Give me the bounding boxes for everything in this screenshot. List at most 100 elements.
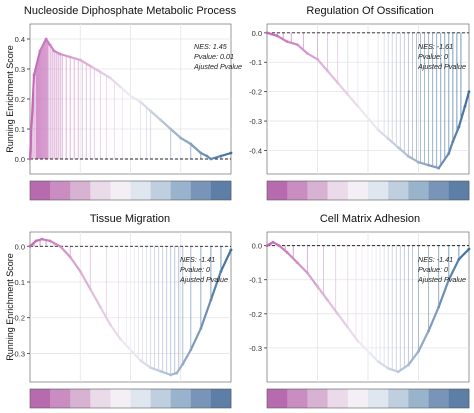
ranking-bar-segment bbox=[267, 181, 288, 200]
enrichment-point bbox=[275, 34, 279, 38]
enrichment-point bbox=[32, 73, 36, 77]
enrichment-curve-segment bbox=[38, 37, 48, 53]
enrichment-point bbox=[189, 142, 193, 146]
enrichment-curve-segment bbox=[407, 350, 420, 367]
enrichment-point bbox=[467, 90, 471, 94]
enrichment-point bbox=[265, 31, 269, 35]
y-tick-label: -0.4 bbox=[249, 146, 262, 155]
panel-title: Tissue Migration bbox=[90, 213, 170, 225]
enrichment-point bbox=[467, 247, 471, 251]
enrichment-curve-segment bbox=[417, 329, 430, 353]
enrichment-curve-segment bbox=[169, 127, 182, 140]
gsea-panel-3: Tissue Migration 0.0 -0.1 -0.2 -0.3 NES: -1.4… bbox=[5, 213, 233, 409]
enrichment-curve-segment bbox=[316, 285, 329, 302]
gsea-panel-4: Cell Matrix Adhesion 0.0 -0.1 -0.2 -0.3 NES: … bbox=[249, 213, 471, 409]
enrichment-point bbox=[38, 49, 42, 53]
y-tick-label: 0.0 bbox=[15, 155, 25, 164]
ranking-bar-segment bbox=[388, 389, 409, 408]
stat-adjusted: Ajusted Pvalue bbox=[193, 62, 242, 71]
stat-nes: NES: -1.41 bbox=[418, 255, 453, 264]
enrichment-point bbox=[346, 326, 350, 329]
enrichment-point bbox=[306, 271, 309, 275]
ranking-bar-frame bbox=[29, 180, 232, 201]
enrichment-point bbox=[407, 154, 410, 158]
enrichment-point bbox=[386, 137, 390, 141]
enrichment-curve-segment bbox=[377, 360, 390, 370]
enrichment-point bbox=[88, 287, 92, 291]
enrichment-point bbox=[427, 329, 430, 333]
y-tick-label: -0.2 bbox=[12, 314, 25, 323]
enrichment-curve-segment bbox=[387, 367, 400, 373]
enrichment-point bbox=[109, 76, 112, 80]
ranking-bar-frame bbox=[266, 388, 470, 409]
enrichment-curve-segment bbox=[397, 363, 410, 373]
enrichment-point bbox=[326, 69, 329, 73]
ranking-bar-segment bbox=[327, 389, 349, 408]
enrichment-point bbox=[129, 348, 132, 352]
enrichment-point bbox=[417, 160, 420, 164]
enrichment-point bbox=[149, 109, 153, 113]
stat-pvalue: Pvalue: 0 bbox=[418, 265, 448, 274]
enrichment-curve-segment bbox=[417, 161, 430, 167]
enrichment-point bbox=[209, 157, 213, 161]
enrichment-point bbox=[189, 348, 193, 352]
enrichment-point bbox=[356, 339, 360, 343]
enrichment-point bbox=[316, 57, 319, 61]
panel-title: Regulation Of Ossification bbox=[306, 5, 433, 17]
ranking-bar-segment bbox=[368, 389, 389, 408]
enrichment-curve-segment bbox=[189, 327, 202, 351]
enrichment-curve-segment bbox=[79, 270, 92, 291]
enrichment-curve-segment bbox=[59, 52, 72, 59]
enrichment-curve-segment bbox=[316, 58, 329, 73]
enrichment-point bbox=[88, 64, 92, 68]
stat-nes: NES: 1.45 bbox=[194, 42, 228, 51]
stat-pvalue: Pvalue: 0.01 bbox=[194, 52, 234, 61]
ranking-bar-frame bbox=[29, 388, 232, 409]
stat-adjusted: Ajusted Pvalue bbox=[179, 275, 228, 284]
enrichment-point bbox=[417, 349, 420, 353]
enrichment-point bbox=[149, 366, 153, 370]
enrichment-curve-segment bbox=[463, 90, 471, 108]
enrichment-curve-segment bbox=[139, 100, 152, 113]
enrichment-point bbox=[34, 239, 38, 243]
enrichment-curve-segment bbox=[397, 146, 410, 158]
enrichment-point bbox=[209, 298, 213, 302]
ranking-bar-segment bbox=[368, 181, 389, 200]
ranking-bar-segment bbox=[210, 389, 232, 408]
enrichment-curve-segment bbox=[407, 155, 420, 164]
ranking-bar-segment bbox=[347, 181, 369, 200]
ranking-bar-segment bbox=[30, 389, 51, 408]
enrichment-point bbox=[58, 244, 62, 248]
enrichment-curve-segment bbox=[28, 73, 36, 161]
enrichment-point bbox=[229, 248, 233, 252]
enrichment-curve-segment bbox=[99, 70, 112, 80]
enrichment-point bbox=[119, 85, 122, 89]
y-tick-label: -0.1 bbox=[249, 58, 262, 67]
ranking-bar-segment bbox=[190, 389, 212, 408]
ranking-bar-segment bbox=[110, 389, 131, 408]
enrichment-point bbox=[386, 366, 390, 370]
y-tick-label: -0.2 bbox=[249, 310, 262, 319]
enrichment-point bbox=[376, 360, 380, 363]
enrichment-curve-segment bbox=[346, 326, 359, 343]
ranking-bar-segment bbox=[428, 389, 450, 408]
y-tick-label: -0.3 bbox=[249, 117, 262, 126]
enrichment-point bbox=[40, 237, 44, 241]
enrichment-point bbox=[28, 157, 32, 161]
ranking-bar-segment bbox=[428, 181, 450, 200]
enrichment-curve-segment bbox=[296, 261, 309, 275]
enrichment-point bbox=[229, 151, 233, 155]
ranking-bar-segment bbox=[150, 181, 171, 200]
enrichment-curve-segment bbox=[326, 69, 339, 84]
ranking-bar-segment bbox=[110, 181, 131, 200]
ranking-bar-segment bbox=[90, 181, 111, 200]
enrichment-curve-segment bbox=[149, 109, 162, 122]
y-tick-label: 0.2 bbox=[15, 95, 25, 104]
enrichment-curve-segment bbox=[69, 55, 82, 62]
stat-nes: NES: -1.61 bbox=[418, 42, 453, 51]
enrichment-point bbox=[437, 305, 441, 309]
enrichment-curve-segment bbox=[366, 117, 380, 131]
enrichment-curve-segment bbox=[219, 151, 233, 158]
enrichment-curve-segment bbox=[109, 76, 122, 89]
